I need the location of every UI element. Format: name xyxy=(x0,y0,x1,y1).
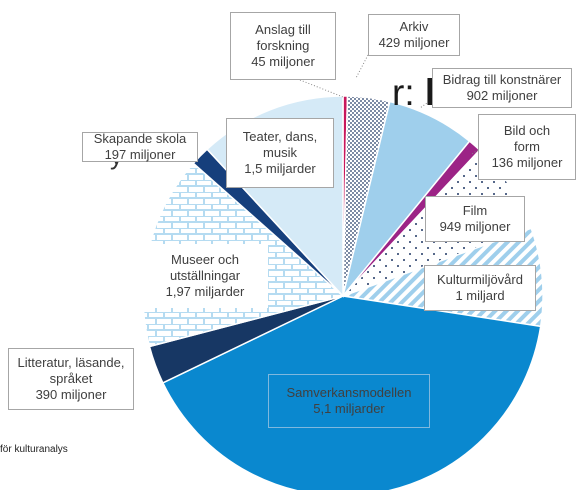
label-name: Bidrag till konstnärer xyxy=(442,72,562,87)
data-label: Litteratur, läsande, språket 390 miljoner xyxy=(8,348,134,410)
data-label: Bidrag till konstnärer 902 miljoner xyxy=(432,68,572,108)
label-value: 1,97 miljarder xyxy=(165,284,245,299)
data-label: Film 949 miljoner xyxy=(425,196,525,242)
label-name: Skapande skola xyxy=(93,131,187,146)
label-value: 197 miljoner xyxy=(104,147,176,162)
label-value: 390 miljoner xyxy=(35,387,107,402)
leader-line xyxy=(355,54,369,79)
data-label: Teater, dans, musik 1,5 miljarder xyxy=(226,118,334,188)
data-label: Arkiv 429 miljoner xyxy=(368,14,460,56)
source: för kulturanalys xyxy=(0,444,68,455)
label-name: Teater, dans, musik xyxy=(242,129,318,160)
label-name: Bild och form xyxy=(503,123,551,154)
label-value: 136 miljoner xyxy=(491,155,563,170)
label-name: Arkiv xyxy=(399,19,429,34)
data-label: Anslag till forskning 45 miljoner xyxy=(230,12,336,80)
leader-line xyxy=(471,149,479,155)
pie-slice xyxy=(161,295,542,490)
label-name: Litteratur, läsande, språket xyxy=(17,355,125,386)
data-label: Skapande skola 197 miljoner xyxy=(82,131,198,162)
data-label: Museer och utställningar 1,97 miljarder xyxy=(142,244,268,308)
leader-line xyxy=(299,79,344,98)
data-label: Samverkansmodellen 5,1 miljarder xyxy=(268,374,430,428)
label-name: Kulturmiljövård xyxy=(437,272,523,287)
data-label: Kulturmiljövård 1 miljard xyxy=(424,265,536,311)
data-label: Bild och form 136 miljoner xyxy=(478,114,576,180)
label-name: Samverkansmodellen xyxy=(286,385,412,400)
label-value: 429 miljoner xyxy=(378,35,450,50)
label-name: Anslag till forskning xyxy=(255,22,311,53)
label-value: 949 miljoner xyxy=(439,219,511,234)
label-value: 1,5 miljarder xyxy=(244,161,316,176)
label-value: 5,1 miljarder xyxy=(313,401,385,416)
label-value: 1 miljard xyxy=(455,288,505,303)
title-prefix: r: xyxy=(392,72,415,113)
label-value: 45 miljoner xyxy=(251,54,315,69)
label-name: Film xyxy=(462,203,488,218)
label-value: 902 miljoner xyxy=(466,88,538,103)
label-name: Museer och utställningar xyxy=(169,252,241,283)
